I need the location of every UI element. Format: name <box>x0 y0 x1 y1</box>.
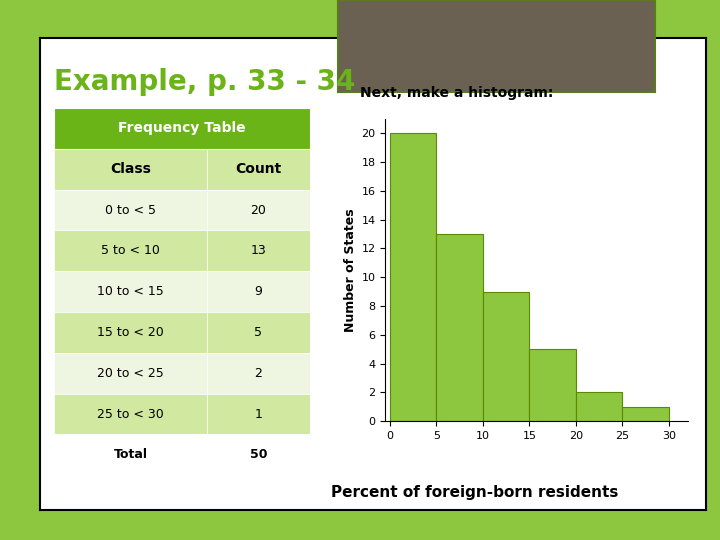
Bar <box>54 190 207 231</box>
Bar <box>207 231 310 271</box>
Bar <box>54 149 207 190</box>
Text: Count: Count <box>235 162 282 176</box>
Bar <box>207 353 310 394</box>
Text: Next, make a histogram:: Next, make a histogram: <box>360 86 554 100</box>
Bar <box>576 393 623 421</box>
Bar <box>436 234 483 421</box>
Bar <box>54 108 310 149</box>
Text: 13: 13 <box>251 244 266 257</box>
Text: Total: Total <box>114 448 148 461</box>
Text: 5: 5 <box>254 326 263 339</box>
Bar <box>54 353 207 394</box>
Bar <box>207 149 310 190</box>
Bar <box>483 292 529 421</box>
Text: Class: Class <box>110 162 151 176</box>
Text: 10 to < 15: 10 to < 15 <box>97 285 164 298</box>
Bar <box>207 312 310 353</box>
Bar <box>529 349 576 421</box>
Bar <box>207 271 310 312</box>
Y-axis label: Number of States: Number of States <box>344 208 357 332</box>
Text: 1: 1 <box>255 408 262 421</box>
Bar <box>623 407 669 421</box>
Bar <box>390 133 436 421</box>
Bar <box>207 434 310 475</box>
Text: 20: 20 <box>251 204 266 217</box>
Text: 25 to < 30: 25 to < 30 <box>97 408 164 421</box>
Text: Example, p. 33 - 34: Example, p. 33 - 34 <box>54 68 356 96</box>
Text: 0 to < 5: 0 to < 5 <box>105 204 156 217</box>
Text: 50: 50 <box>250 448 267 461</box>
Bar <box>207 190 310 231</box>
Bar <box>54 231 207 271</box>
Text: 20 to < 25: 20 to < 25 <box>97 367 164 380</box>
Text: 15 to < 20: 15 to < 20 <box>97 326 164 339</box>
Bar <box>54 434 207 475</box>
Bar <box>54 312 207 353</box>
Bar <box>54 271 207 312</box>
Text: Frequency Table: Frequency Table <box>118 122 246 136</box>
Text: Percent of foreign-born residents: Percent of foreign-born residents <box>331 484 618 500</box>
Text: 5 to < 10: 5 to < 10 <box>102 244 160 257</box>
Bar <box>54 394 207 434</box>
Text: 9: 9 <box>255 285 262 298</box>
Text: 2: 2 <box>255 367 262 380</box>
Bar <box>207 394 310 434</box>
